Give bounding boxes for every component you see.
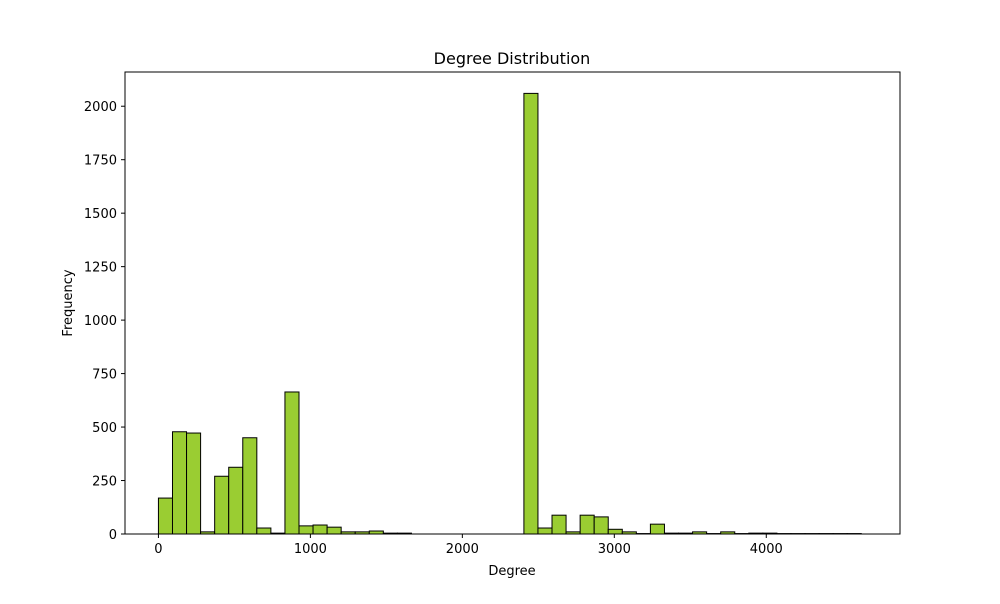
y-tick-label: 2000 <box>84 100 117 115</box>
x-tick-label: 2000 <box>446 542 479 557</box>
histogram-bar <box>552 515 566 534</box>
y-tick-label: 1500 <box>84 207 117 222</box>
x-tick-label: 0 <box>154 542 162 557</box>
histogram-bar <box>285 392 299 534</box>
y-tick-label: 250 <box>92 475 117 490</box>
y-tick-label: 1750 <box>84 154 117 169</box>
histogram-bar <box>594 517 608 534</box>
histogram-bar <box>243 438 257 534</box>
histogram-bar <box>650 524 664 534</box>
histogram-bar <box>229 467 243 534</box>
histogram-bar <box>538 528 552 534</box>
x-axis-label: Degree <box>488 564 535 579</box>
y-axis-label: Frequency <box>61 269 76 336</box>
y-tick-label: 750 <box>92 368 117 383</box>
y-tick-label: 1000 <box>84 314 117 329</box>
histogram-bar <box>524 93 538 534</box>
histogram-bar <box>257 528 271 534</box>
histogram-bar <box>172 432 186 534</box>
x-tick-label: 1000 <box>294 542 327 557</box>
x-tick-label: 3000 <box>598 542 631 557</box>
x-tick-label: 4000 <box>750 542 783 557</box>
x-axis: 0 1000 2000 3000 4000 <box>154 534 783 557</box>
histogram-bar <box>215 476 229 534</box>
histogram-bar <box>158 498 172 534</box>
histogram-bar <box>580 515 594 534</box>
histogram-bar <box>187 433 201 534</box>
y-tick-label: 0 <box>109 528 117 543</box>
y-axis: 0 250 500 750 1000 1250 1500 1750 2000 <box>84 100 125 543</box>
histogram-bar <box>299 526 313 534</box>
histogram-bar <box>313 525 327 534</box>
histogram-bar <box>608 529 622 534</box>
bars-group <box>158 93 861 534</box>
y-tick-label: 500 <box>92 421 117 436</box>
plot-frame <box>125 72 900 534</box>
chart-title: Degree Distribution <box>434 49 591 68</box>
y-tick-label: 1250 <box>84 261 117 276</box>
histogram-bar <box>327 527 341 534</box>
